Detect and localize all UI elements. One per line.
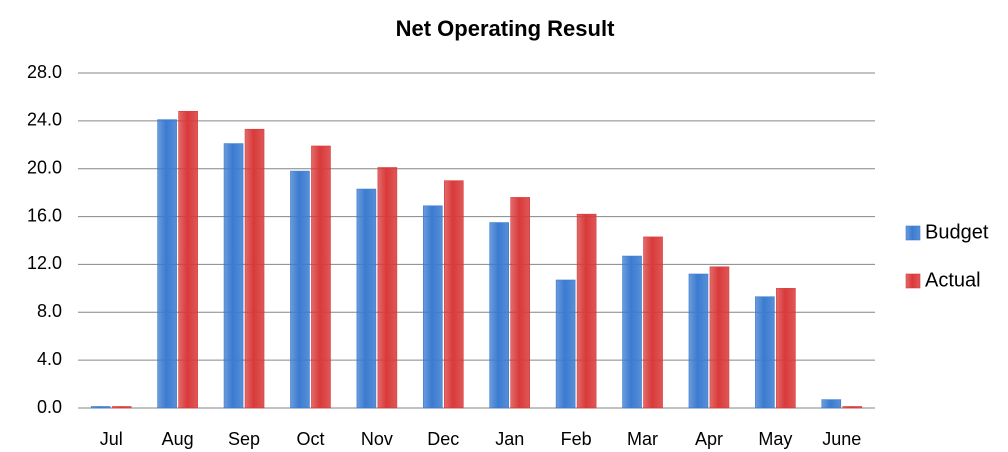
bar (311, 145, 331, 409)
bar (709, 266, 730, 409)
x-tick-label: June (822, 429, 861, 449)
y-tick-label: 4.0 (37, 349, 62, 369)
bar (643, 236, 663, 409)
chart-title: Net Operating Result (396, 16, 615, 41)
y-tick-label: 16.0 (27, 205, 62, 225)
x-tick-label: Oct (296, 429, 324, 449)
bar (422, 205, 443, 409)
bar (776, 288, 796, 409)
y-tick-label: 28.0 (27, 62, 62, 82)
y-tick-label: 0.0 (37, 397, 62, 417)
bar (622, 255, 642, 409)
bar (576, 213, 597, 409)
bar (443, 180, 464, 409)
bar (377, 167, 398, 409)
bar (223, 143, 244, 409)
y-tick-label: 8.0 (37, 301, 62, 321)
y-tick-label: 12.0 (27, 253, 62, 273)
x-tick-label: Jan (495, 429, 524, 449)
legend-swatch (905, 225, 921, 241)
bar (489, 222, 510, 409)
bar (90, 406, 111, 409)
x-tick-label: Aug (162, 429, 194, 449)
legend-swatch (905, 273, 921, 289)
x-tick-label: Mar (627, 429, 658, 449)
bar (842, 406, 863, 409)
bar (821, 399, 842, 409)
x-tick-label: May (758, 429, 792, 449)
bar (244, 128, 265, 409)
bar (688, 273, 709, 409)
bar (290, 170, 310, 409)
bar (356, 188, 377, 409)
legend-label: Budget (925, 221, 989, 243)
bar (178, 110, 198, 409)
x-tick-label: Jul (100, 429, 123, 449)
x-tick-label: Apr (695, 429, 723, 449)
bar (555, 279, 576, 409)
legend-label: Actual (925, 269, 981, 291)
y-tick-label: 20.0 (27, 157, 62, 177)
bar (755, 296, 775, 409)
x-tick-label: Sep (228, 429, 260, 449)
x-tick-label: Nov (361, 429, 393, 449)
y-tick-label: 24.0 (27, 110, 62, 130)
x-tick-label: Feb (561, 429, 592, 449)
bar (157, 119, 177, 409)
bar (111, 406, 132, 409)
bar (510, 197, 531, 409)
x-tick-label: Dec (427, 429, 459, 449)
